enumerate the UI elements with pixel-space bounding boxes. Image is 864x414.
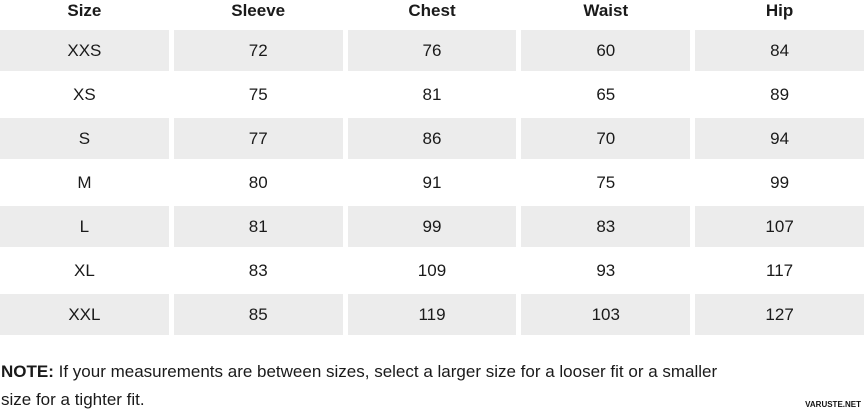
waist-value: 103 xyxy=(521,294,691,335)
waist-value: 60 xyxy=(521,30,691,71)
size-table: Size Sleeve Chest Waist Hip XXS 72 76 60… xyxy=(0,0,864,335)
hip-value: 94 xyxy=(695,118,864,159)
note-label: NOTE: xyxy=(1,362,54,381)
sleeve-value: 83 xyxy=(248,260,268,280)
chest-value: 99 xyxy=(347,206,517,247)
note-text: NOTE: If your measurements are between s… xyxy=(1,358,741,414)
hip-value: 89 xyxy=(770,84,790,104)
table-row-s: S 77 86 70 94 xyxy=(0,118,864,159)
hip-value: 117 xyxy=(766,260,794,280)
chest-value: 91 xyxy=(422,172,442,192)
chest-value: 119 xyxy=(347,294,517,335)
size-label: M xyxy=(77,172,92,192)
table-row-xs: XS 75 81 65 89 xyxy=(0,74,864,115)
header-cell-sleeve: Sleeve xyxy=(231,1,286,20)
size-label: S xyxy=(0,118,169,159)
table-row-xxl: XXL 85 119 103 127 xyxy=(0,294,864,335)
hip-value: 99 xyxy=(770,172,790,192)
hip-value: 107 xyxy=(695,206,864,247)
chest-value: 109 xyxy=(417,260,447,280)
header-cell-hip: Hip xyxy=(765,1,794,20)
sleeve-value: 72 xyxy=(173,30,343,71)
sleeve-value: 81 xyxy=(173,206,343,247)
header-cell-size: Size xyxy=(67,1,102,20)
chest-value: 86 xyxy=(347,118,517,159)
table-header-row: Size Sleeve Chest Waist Hip xyxy=(0,0,864,27)
sleeve-value: 85 xyxy=(173,294,343,335)
size-label: XXS xyxy=(0,30,169,71)
watermark: VARUSTE.NET xyxy=(805,400,861,409)
size-label: XS xyxy=(73,84,96,104)
hip-value: 127 xyxy=(695,294,864,335)
chest-value: 81 xyxy=(422,84,442,104)
size-label: XL xyxy=(74,260,95,280)
table-row-xl: XL 83 109 93 117 xyxy=(0,250,864,291)
note-body: If your measurements are between sizes, … xyxy=(1,362,718,409)
sleeve-value: 77 xyxy=(173,118,343,159)
size-label: L xyxy=(0,206,169,247)
waist-value: 83 xyxy=(521,206,691,247)
table-row-xxs: XXS 72 76 60 84 xyxy=(0,30,864,71)
sleeve-value: 75 xyxy=(248,84,268,104)
header-cell-chest: Chest xyxy=(408,1,456,20)
waist-value: 70 xyxy=(521,118,691,159)
sleeve-value: 80 xyxy=(248,172,268,192)
waist-value: 75 xyxy=(596,172,616,192)
chest-value: 76 xyxy=(347,30,517,71)
table-row-m: M 80 91 75 99 xyxy=(0,162,864,203)
size-label: XXL xyxy=(0,294,169,335)
waist-value: 65 xyxy=(596,84,616,104)
header-cell-waist: Waist xyxy=(583,1,629,20)
hip-value: 84 xyxy=(695,30,864,71)
waist-value: 93 xyxy=(596,260,616,280)
table-row-l: L 81 99 83 107 xyxy=(0,206,864,247)
